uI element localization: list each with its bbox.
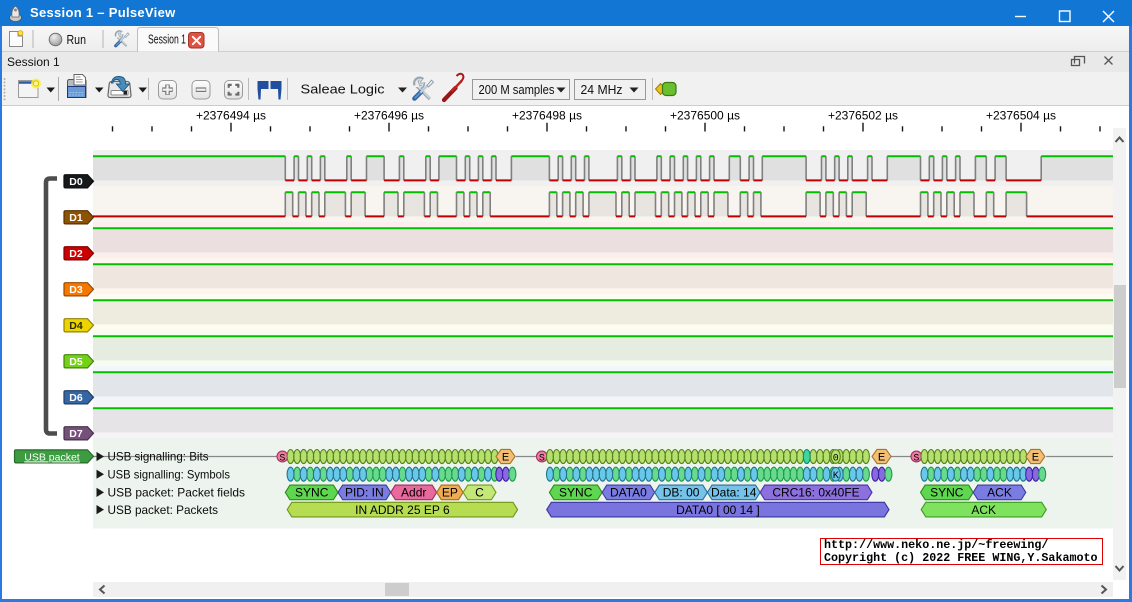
svg-text:K: K bbox=[833, 471, 839, 482]
svg-text:IN ADDR 25 EP 6: IN ADDR 25 EP 6 bbox=[355, 503, 450, 517]
svg-text:E: E bbox=[502, 452, 509, 464]
svg-text:+2376502 µs: +2376502 µs bbox=[828, 109, 898, 123]
svg-text:Run: Run bbox=[67, 32, 87, 47]
svg-text:C: C bbox=[475, 486, 484, 500]
svg-text:24 MHz: 24 MHz bbox=[581, 83, 623, 97]
svg-text:ACK: ACK bbox=[971, 503, 996, 517]
svg-text:+2376496 µs: +2376496 µs bbox=[354, 109, 424, 123]
svg-text:D5: D5 bbox=[69, 356, 83, 368]
svg-text:D3: D3 bbox=[69, 284, 83, 296]
svg-text:DATA0: DATA0 bbox=[610, 486, 647, 500]
svg-text:DB: 00: DB: 00 bbox=[663, 486, 700, 500]
svg-text:SYNC: SYNC bbox=[295, 486, 329, 500]
svg-text:DATA0 [ 00 14 ]: DATA0 [ 00 14 ] bbox=[676, 503, 760, 517]
svg-text:SYNC: SYNC bbox=[559, 486, 593, 500]
svg-text:D1: D1 bbox=[69, 212, 83, 224]
svg-text:USB packet: Packets: USB packet: Packets bbox=[108, 503, 219, 517]
svg-text:S: S bbox=[279, 453, 285, 464]
svg-text:SYNC: SYNC bbox=[930, 486, 964, 500]
svg-text:+2376498 µs: +2376498 µs bbox=[512, 109, 582, 123]
svg-text:+2376494 µs: +2376494 µs bbox=[196, 109, 266, 123]
svg-text:PID: IN: PID: IN bbox=[345, 486, 384, 500]
svg-text:Addr: Addr bbox=[401, 486, 426, 500]
svg-text:E: E bbox=[878, 452, 885, 464]
svg-text:E: E bbox=[1032, 452, 1039, 464]
svg-text:D2: D2 bbox=[69, 248, 83, 260]
svg-text:USB signalling: Symbols: USB signalling: Symbols bbox=[108, 467, 231, 481]
svg-text:D4: D4 bbox=[69, 320, 83, 332]
svg-text:0: 0 bbox=[833, 453, 839, 464]
svg-text:S: S bbox=[539, 453, 545, 464]
svg-text:D7: D7 bbox=[69, 428, 83, 440]
svg-text:ACK: ACK bbox=[987, 486, 1012, 500]
svg-text:Data: 14: Data: 14 bbox=[711, 486, 757, 500]
svg-text:USB signalling: Bits: USB signalling: Bits bbox=[108, 450, 209, 464]
svg-text:+2376504 µs: +2376504 µs bbox=[986, 109, 1056, 123]
svg-text:CRC16: 0x40FE: CRC16: 0x40FE bbox=[772, 486, 859, 500]
svg-text:EP: EP bbox=[442, 486, 458, 500]
svg-text:Saleae Logic: Saleae Logic bbox=[301, 82, 386, 97]
svg-text:D6: D6 bbox=[69, 392, 83, 404]
svg-text:USB packet: USB packet bbox=[24, 451, 80, 463]
svg-text:S: S bbox=[913, 453, 919, 464]
svg-text:Session 1: Session 1 bbox=[148, 32, 186, 47]
svg-text:200 M samples: 200 M samples bbox=[479, 83, 555, 97]
svg-text:D0: D0 bbox=[69, 176, 83, 188]
svg-text:+2376500 µs: +2376500 µs bbox=[670, 109, 740, 123]
svg-text:USB packet: Packet fields: USB packet: Packet fields bbox=[108, 486, 246, 500]
